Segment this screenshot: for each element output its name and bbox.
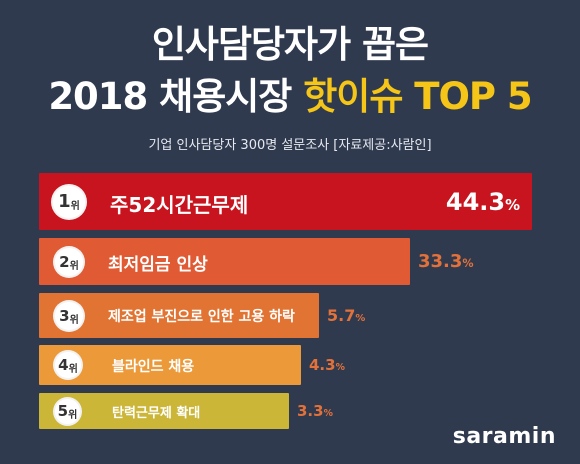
- value-unit: %: [335, 362, 345, 373]
- value-number: 5.7: [327, 305, 356, 325]
- value-unit: %: [355, 312, 366, 324]
- value-number: 4.3: [309, 356, 336, 374]
- chart-subtitle: 기업 인사담당자 300명 설문조사 [자료제공:사람인]: [148, 138, 432, 153]
- saramin-logo: saramin: [452, 424, 556, 449]
- title-year-part: 2018 채용시장: [48, 75, 292, 118]
- rank-number: 3: [59, 306, 70, 325]
- rank-number: 2: [59, 252, 70, 271]
- bar-2: [39, 238, 410, 285]
- value-label-4: 4.3%: [309, 356, 345, 374]
- rank-unit: 위: [70, 200, 80, 212]
- value-label-5: 3.3%: [297, 402, 333, 420]
- rank-unit: 위: [69, 314, 79, 326]
- value-unit: %: [462, 256, 474, 270]
- rank-unit: 위: [68, 410, 78, 421]
- category-label-5: 탄력근무제 확대: [112, 406, 201, 422]
- rank-number: 1: [58, 191, 71, 212]
- value-label-1: 44.3%: [446, 188, 520, 216]
- category-label-3: 제조업 부진으로 인한 고용 하락: [108, 309, 295, 326]
- rank-number: 4: [58, 356, 69, 374]
- title-highlight: 핫이슈 TOP 5: [303, 75, 532, 118]
- value-label-2: 33.3%: [418, 251, 474, 272]
- rank-unit: 위: [68, 364, 78, 375]
- category-label-4: 블라인드 채용: [112, 358, 195, 375]
- value-unit: %: [323, 408, 333, 419]
- bar-1: [39, 173, 532, 230]
- category-label-2: 최저임금 인상: [108, 255, 208, 276]
- rank-number: 5: [57, 402, 69, 420]
- category-label-1: 주52시간근무제: [110, 192, 249, 217]
- bar-3: [39, 293, 319, 338]
- chart-title-line1: 인사담당자가 꼽은: [151, 23, 429, 66]
- value-number: 33.3: [418, 250, 463, 272]
- chart-title-line2: 2018 채용시장 핫이슈 TOP 5: [0, 66, 580, 120]
- value-number: 3.3: [297, 402, 324, 420]
- value-number: 44.3: [445, 188, 506, 216]
- value-unit: %: [505, 196, 520, 214]
- rank-unit: 위: [69, 260, 79, 272]
- value-label-3: 5.7%: [327, 306, 365, 325]
